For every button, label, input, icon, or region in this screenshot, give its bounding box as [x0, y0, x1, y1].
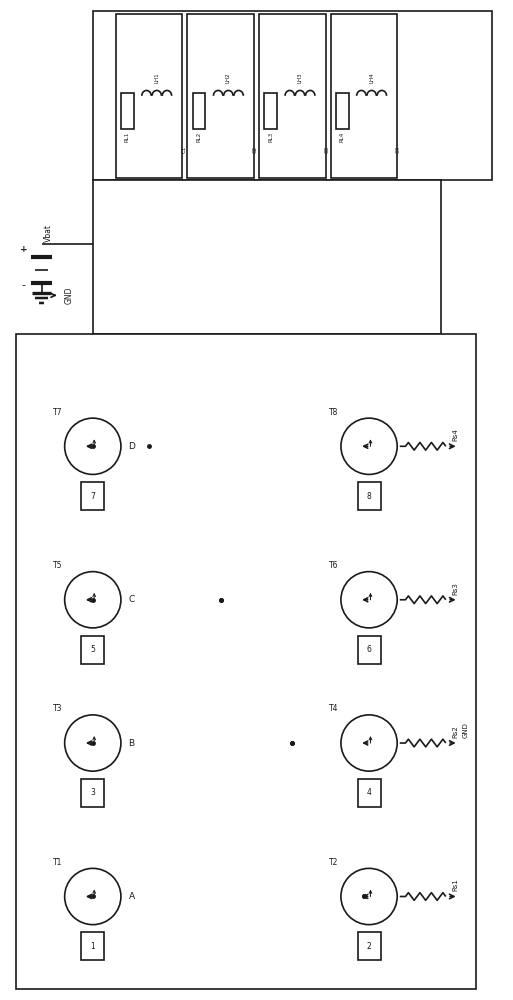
Text: 8: 8 — [367, 492, 371, 501]
Text: Rs1: Rs1 — [452, 879, 458, 891]
Bar — [264, 93, 277, 129]
Text: 3: 3 — [90, 788, 95, 797]
Bar — [358, 932, 381, 960]
Text: C3: C3 — [325, 146, 329, 153]
Bar — [81, 636, 104, 664]
Bar — [259, 14, 326, 178]
Text: B: B — [129, 739, 135, 748]
Bar — [16, 334, 477, 989]
Bar — [358, 779, 381, 807]
Bar — [93, 180, 441, 334]
Bar — [187, 14, 254, 178]
Text: T3: T3 — [53, 704, 62, 713]
Text: 5: 5 — [90, 645, 95, 654]
Bar — [81, 932, 104, 960]
Bar — [331, 14, 397, 178]
Text: T7: T7 — [53, 408, 62, 417]
Bar — [93, 11, 492, 180]
Bar — [81, 779, 104, 807]
Bar — [121, 93, 134, 129]
Text: T6: T6 — [329, 561, 339, 570]
Text: LH1: LH1 — [154, 72, 159, 83]
Bar — [358, 482, 381, 510]
Text: Rs2: Rs2 — [452, 725, 458, 738]
Text: RL3: RL3 — [268, 132, 273, 142]
Text: A: A — [129, 892, 135, 901]
Text: 2: 2 — [367, 942, 371, 951]
Text: LH3: LH3 — [298, 72, 303, 83]
Text: RL4: RL4 — [340, 132, 345, 142]
Text: Vbat: Vbat — [44, 224, 53, 242]
Text: C: C — [129, 595, 135, 604]
Text: T8: T8 — [329, 408, 339, 417]
Bar — [192, 93, 205, 129]
Text: 4: 4 — [367, 788, 371, 797]
Text: D: D — [129, 442, 135, 451]
Bar — [116, 14, 182, 178]
Text: Rs3: Rs3 — [452, 582, 458, 595]
Text: RL2: RL2 — [196, 132, 202, 142]
Text: T5: T5 — [53, 561, 62, 570]
Text: T2: T2 — [329, 858, 339, 867]
Text: 1: 1 — [90, 942, 95, 951]
Bar — [358, 636, 381, 664]
Text: T1: T1 — [53, 858, 62, 867]
Text: C2: C2 — [253, 146, 258, 153]
Text: Rs4: Rs4 — [452, 428, 458, 441]
Text: GND: GND — [462, 722, 468, 738]
Text: LH4: LH4 — [369, 72, 374, 83]
Text: RL1: RL1 — [125, 132, 130, 142]
Text: 7: 7 — [90, 492, 95, 501]
Bar — [336, 93, 349, 129]
Text: -: - — [22, 280, 26, 290]
Text: GND: GND — [65, 287, 74, 304]
Text: +: + — [20, 245, 28, 254]
Text: C1: C1 — [181, 146, 186, 153]
Text: C4: C4 — [396, 146, 401, 153]
Text: LH2: LH2 — [226, 72, 231, 83]
Text: 6: 6 — [367, 645, 371, 654]
Text: T4: T4 — [329, 704, 339, 713]
Bar — [81, 482, 104, 510]
